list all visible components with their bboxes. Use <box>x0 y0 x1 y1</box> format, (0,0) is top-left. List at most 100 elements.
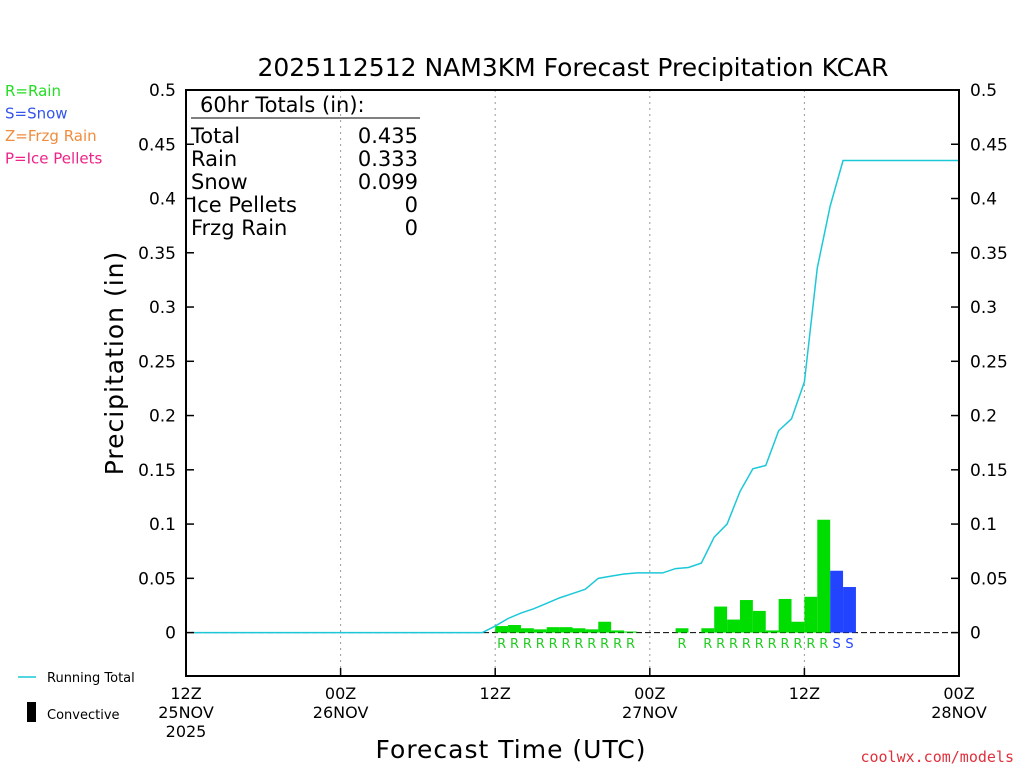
precip-type-label: R <box>600 637 609 652</box>
y-tick-label-left: 0.5 <box>149 81 176 101</box>
precip-bar <box>739 600 753 633</box>
precip-bar <box>701 628 715 633</box>
precip-bar <box>546 627 560 633</box>
precip-bar <box>791 621 805 633</box>
totals-row-label: Frzg Rain <box>191 216 287 240</box>
running-total-series <box>192 159 959 634</box>
ptype-legend-item: P=Ice Pellets <box>5 150 102 168</box>
y-tick-label-right: 0.15 <box>970 461 1008 481</box>
precip-bar <box>765 630 779 633</box>
precip-type-label: R <box>626 637 635 652</box>
precip-bar <box>804 596 818 633</box>
y-tick-label-left: 0.15 <box>138 461 176 481</box>
x-tick-label: 28NOV <box>931 703 987 722</box>
precip-bar <box>727 619 740 633</box>
precip-type-label: R <box>755 637 764 652</box>
gridlines <box>340 90 805 676</box>
running-total-line <box>192 159 959 634</box>
totals-box: 60hr Totals (in): Total 0.435 Rain 0.333 Snow… <box>190 93 420 240</box>
precip-bar <box>675 628 689 633</box>
x-tick-label: 2025 <box>166 722 207 741</box>
y-tick-label-right: 0.2 <box>970 407 997 427</box>
y-tick-label-left: 0.4 <box>149 190 176 210</box>
precip-type-label: R <box>677 637 686 652</box>
totals-row-value: 0.099 <box>358 170 418 194</box>
precip-type-label: S <box>845 637 853 652</box>
precip-type-label: R <box>793 637 802 652</box>
x-tick-label: 25NOV <box>158 703 214 722</box>
y-tick-label-right: 0.05 <box>970 569 1008 589</box>
y-tick-label-left: 0.45 <box>138 135 176 155</box>
convective-legend-label: Convective <box>47 708 120 723</box>
totals-title: 60hr Totals (in): <box>200 93 365 117</box>
totals-row-value: 0.333 <box>358 147 418 171</box>
precip-bar <box>508 624 521 633</box>
chart-title: 2025112512 NAM3KM Forecast Precipitation… <box>257 53 888 82</box>
totals-row-label: Ice Pellets <box>191 193 297 217</box>
precip-type-label: R <box>781 637 790 652</box>
x-tick-label: 12Z <box>480 684 511 703</box>
x-tick-label: 12Z <box>789 684 820 703</box>
precip-bar <box>585 629 599 633</box>
bottom-legend: Running Total Convective <box>18 671 135 723</box>
y-tick-label-right: 0.35 <box>970 244 1008 264</box>
precip-type-label: R <box>613 637 622 652</box>
precip-type-label: S <box>832 637 840 652</box>
precip-type-label: R <box>562 637 571 652</box>
precip-type-label: R <box>716 637 725 652</box>
y-tick-label-right: 0.1 <box>970 515 997 535</box>
y-axis-label: Precipitation (in) <box>100 251 129 476</box>
precip-type-label: R <box>574 637 583 652</box>
precip-type-label: R <box>729 637 738 652</box>
y-tick-label-right: 0.45 <box>970 135 1008 155</box>
precip-bar <box>611 630 625 633</box>
plot-frame <box>185 89 960 677</box>
bars <box>495 519 856 633</box>
y-tick-label-right: 0.25 <box>970 352 1008 372</box>
totals-row-label: Rain <box>191 147 237 171</box>
precip-bar <box>843 587 856 633</box>
y-tick-label-left: 0.25 <box>138 352 176 372</box>
precip-bar <box>778 598 792 633</box>
y-tick-label-left: 0 <box>165 624 176 644</box>
precip-type-label: R <box>549 637 558 652</box>
x-axis-label: Forecast Time (UTC) <box>376 735 647 764</box>
credit-text: coolwx.com/models <box>860 748 1014 766</box>
y-tick-label-left: 0.3 <box>149 298 176 318</box>
precip-bar <box>495 626 509 633</box>
y-axis-ticks: 0 00.05 0.050.1 0.10.15 0.150.2 0.20.25 0.250.… <box>138 81 1008 644</box>
y-tick-label-left: 0.2 <box>149 407 176 427</box>
totals-row-label: Snow <box>191 170 248 194</box>
totals-row-value: 0 <box>405 216 418 240</box>
precip-bar <box>817 519 831 633</box>
x-tick-label: 00Z <box>325 684 356 703</box>
precip-bar <box>598 621 612 633</box>
x-tick-label: 26NOV <box>313 703 369 722</box>
precip-type-label: R <box>703 637 712 652</box>
precip-bar <box>559 627 573 633</box>
precip-type-label: R <box>536 637 545 652</box>
precip-bar <box>624 631 637 633</box>
convective-legend-swatch <box>27 702 36 722</box>
precip-type-label: R <box>768 637 777 652</box>
x-tick-label: 27NOV <box>622 703 678 722</box>
totals-row-value: 0.435 <box>358 124 418 148</box>
y-tick-label-left: 0.1 <box>149 515 176 535</box>
y-tick-label-right: 0.4 <box>970 190 997 210</box>
ptype-legend: R=Rain S=Snow Z=Frzg Rain P=Ice Pellets <box>5 82 102 168</box>
precip-bar <box>714 606 728 633</box>
y-tick-label-right: 0.5 <box>970 81 997 101</box>
precip-type-label: R <box>523 637 532 652</box>
x-tick-label: 12Z <box>170 684 201 703</box>
ptype-legend-item: S=Snow <box>5 105 68 123</box>
precip-bar <box>572 628 586 633</box>
x-tick-label: 00Z <box>943 684 974 703</box>
precip-bar <box>830 570 844 633</box>
y-tick-label-right: 0 <box>970 624 981 644</box>
totals-row-value: 0 <box>405 193 418 217</box>
precip-bar <box>520 628 534 633</box>
